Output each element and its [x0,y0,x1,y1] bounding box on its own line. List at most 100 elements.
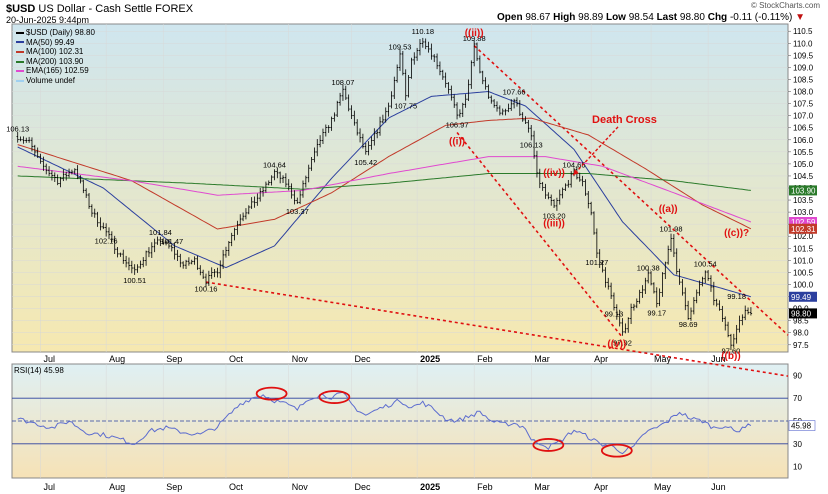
price-bar [79,175,82,184]
price-bar [664,261,667,279]
price-bar [521,112,524,122]
price-bar [384,107,387,123]
price-label: 101.27 [585,258,608,267]
value-tag-label: 103.90 [791,186,816,195]
trendline [473,45,789,336]
y-tick-label: 110.0 [793,39,813,48]
price-bar [50,170,54,181]
price-bar [324,124,328,137]
price-bar [139,260,142,269]
price-bar [36,147,39,158]
price-label: 103.20 [543,211,566,220]
price-bar [407,75,410,98]
x-tick-label: Jun [711,354,726,364]
rsi-x-tick-label: Dec [355,482,372,492]
ma-line [17,117,752,230]
chg-label: Chg [707,12,728,23]
price-bar [552,199,556,209]
price-bar [698,280,701,296]
price-bar [738,315,741,333]
price-bar [433,54,436,63]
price-label: 104.65 [563,160,586,169]
price-bar [455,102,459,120]
price-bar [666,245,670,265]
price-label: 101.84 [149,228,172,237]
price-bar [84,188,88,198]
ma-line [17,90,752,298]
price-bar [338,92,342,106]
value-tag-label: 102.31 [791,225,816,234]
price-bar [618,309,621,327]
price-bar [144,250,148,266]
y-tick-label: 108.0 [793,88,814,97]
price-bar [301,180,305,198]
price-bar [681,279,684,296]
price-bar [427,41,430,53]
price-bar [726,321,730,338]
price-bar [147,247,151,258]
price-bar [584,179,587,196]
price-bar [358,128,362,143]
price-bar [142,257,145,268]
rsi-x-tick-label: Aug [109,482,125,492]
chart-date: 20-Jun-2025 9:44pm [6,15,90,25]
x-tick-label: Apr [594,354,608,364]
price-bar [65,171,68,181]
price-bar [404,69,407,101]
price-bar [193,256,196,265]
rsi-x-tick-label: Feb [477,482,493,492]
legend-ma100: MA(100) 102.31 [16,47,95,57]
price-series [16,37,753,350]
death-cross-arrow [572,126,619,176]
trendline [456,132,624,339]
price-bar [530,125,533,141]
price-bar [293,190,296,205]
y-tick-label: 104.5 [793,172,814,181]
instrument-name: US Dollar - Cash Settle FOREX [38,3,194,15]
price-bar [470,60,473,89]
price-bar [604,267,607,288]
price-bar [313,147,316,163]
price-label: 103.37 [286,207,309,216]
price-label: 99.18 [727,292,746,301]
value-tag [789,217,817,228]
price-bar [201,269,205,279]
price-bar [564,183,567,192]
price-bar [22,136,25,144]
price-bar [609,282,613,299]
price-bar [447,82,450,94]
price-label: 110.18 [412,27,434,36]
price-bar [39,153,42,164]
price-label: 100.38 [637,263,660,272]
y-tick-label: 103.5 [793,196,814,205]
price-bar [709,275,713,292]
price-bar [701,276,704,287]
price-bar [390,91,393,109]
x-tick-label: Oct [229,354,244,364]
price-label: 100.54 [694,259,717,268]
price-bar [96,211,99,227]
trendlines [205,45,789,377]
price-bar [247,205,250,215]
x-tick-label: Dec [355,354,372,364]
x-tick-label: Sep [166,354,182,364]
ma-line [17,156,752,223]
price-bar [53,172,56,183]
wave-label: ((a)) [659,204,678,215]
price-bar [296,197,299,204]
price-bar [689,307,693,321]
price-bar [67,168,71,178]
price-bar [99,217,102,231]
legend-main: $USD (Daily) 98.80 [16,28,95,38]
price-bar [524,116,527,124]
price-bar [239,214,242,226]
price-bar [581,175,584,187]
price-bar [210,267,213,279]
chart-title: $USD US Dollar - Cash Settle FOREX [6,3,193,15]
price-bar [724,316,727,331]
price-bar [678,268,681,285]
price-bar [73,168,76,175]
price-bar [256,193,259,206]
price-bar [221,249,225,269]
